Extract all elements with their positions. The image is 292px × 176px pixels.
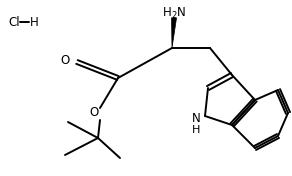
Text: H: H xyxy=(163,7,172,20)
Text: H: H xyxy=(192,125,200,135)
Text: O: O xyxy=(60,54,69,67)
Text: N: N xyxy=(177,7,186,20)
Text: O: O xyxy=(89,106,99,120)
Text: N: N xyxy=(192,112,200,125)
Text: 2: 2 xyxy=(171,11,176,20)
Text: Cl: Cl xyxy=(8,15,20,29)
Text: H: H xyxy=(30,15,39,29)
Polygon shape xyxy=(171,18,176,48)
